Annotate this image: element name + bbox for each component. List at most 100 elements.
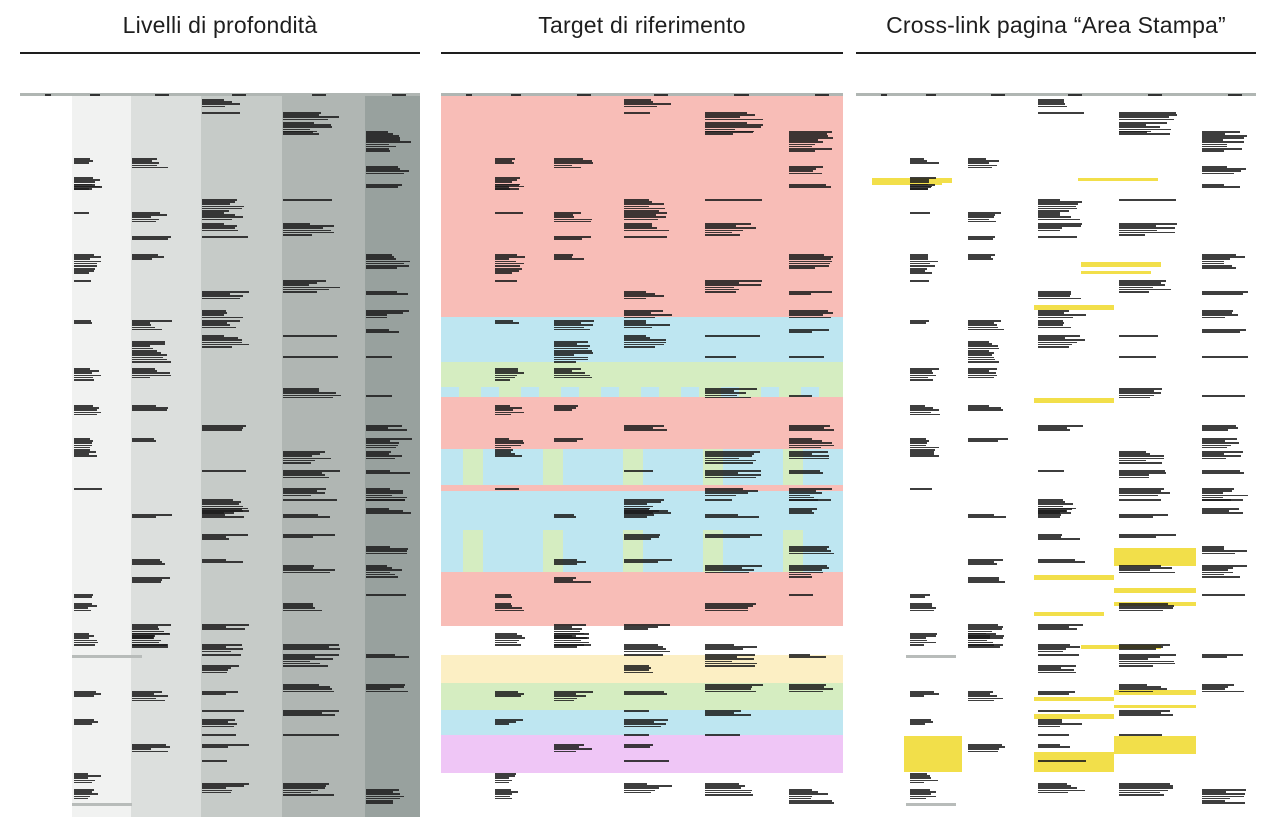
crosslink-highlight [1078,178,1158,181]
sitemap-entry-line [283,787,325,789]
sitemap-entry-line [132,356,163,359]
sitemap-entry-line [910,260,939,263]
sitemap-entry-line [553,216,574,218]
crosslink-highlight [872,182,942,185]
sitemap-entry-line [623,214,656,216]
sitemap-entry-line [366,186,398,188]
sitemap-entry-line [910,781,924,784]
sitemap-entry-line [74,795,90,798]
sitemap-entry-line [283,712,322,714]
sitemap-entry-line [623,210,659,212]
sitemap-entry-line [553,236,591,238]
sitemap-entry-line [1038,210,1070,212]
sitemap-entry-line [553,438,583,440]
sitemap-entry-line [910,644,925,646]
sitemap-entry-line [1038,223,1083,225]
sitemap-entry-line [283,451,325,453]
sitemap-entry-line [132,374,171,377]
sitemap-entry-line [910,609,935,612]
sitemap-entry-line [283,470,340,472]
sitemap-entry-line [553,164,572,167]
sitemap-entry-line [1202,455,1241,457]
panel-depth-levels: Livelli di profondità [20,0,420,829]
panel-target-audience: Target di riferimento [441,0,843,829]
sitemap-entry-line [495,639,520,642]
sitemap-entry-line [788,427,824,429]
sitemap-entry-line [132,438,154,440]
sitemap-entry-line [1119,470,1165,472]
sitemap-entry-line [366,565,387,567]
sitemap-entry-line [705,686,753,688]
sitemap-entry-line [1202,310,1233,312]
sitemap-entry-line [705,284,761,286]
sitemap-entry-line [623,501,662,503]
sitemap-entry-line [553,699,575,702]
sitemap-entry-line [202,291,249,293]
sitemap-entry-line [202,203,230,205]
sitemap-entry-line [1202,565,1248,567]
sitemap-entry-line [910,721,934,723]
sitemap-entry-line [623,322,647,324]
sitemap-entry-line [1202,510,1229,512]
sitemap-entry-line [1202,567,1233,569]
sitemap-entry-line [788,797,811,800]
sitemap-entry-line [968,256,991,258]
sitemap-entry-line [788,438,813,440]
sitemap-entry-line [132,372,171,374]
sitemap-entry-line [1038,512,1060,514]
sitemap-entry-line [1202,508,1239,510]
sitemap-entry-line [366,265,409,267]
sitemap-entry-line [623,316,656,319]
sitemap-entry-line [366,262,405,265]
sitemap-entry-line [283,472,322,474]
sitemap-entry-line [495,272,512,274]
sitemap-entry-line [788,550,831,552]
sitemap-entry-line [705,783,740,785]
sitemap-entry-line [74,372,93,374]
sitemap-entry-line [74,188,90,190]
sitemap-entry-line [202,297,241,300]
sitemap-entry-line [910,779,939,782]
sitemap-entry-line [283,335,338,337]
sitemap-entry-line [495,184,519,186]
sitemap-entry-line [788,186,831,188]
sitemap-entry-line [1038,229,1061,232]
sitemap-entry-line [366,797,401,800]
sitemap-entry-line [74,446,91,449]
target-stripe-blue [481,387,499,397]
sitemap-entry-line [366,133,394,135]
sitemap-entry-line [1202,684,1235,686]
sitemap-entry-line [623,212,668,214]
sitemap-entry-line [968,160,999,162]
sitemap-entry-line [553,370,572,372]
sitemap-entry-line [1119,394,1155,397]
sitemap-entry-line [788,791,819,793]
sitemap-entry-line [495,188,519,190]
sitemap-entry-line [74,407,100,409]
sitemap-entry-line [788,267,816,269]
sitemap-entry-line [283,714,336,716]
sitemap-entry-line [910,405,926,407]
sitemap-entry-line [705,710,742,712]
sitemap-entry-line [132,370,157,372]
sitemap-entry-line [202,429,242,431]
sitemap-entry-line [1202,548,1225,550]
depth-level-2-column [131,93,201,817]
sitemap-entry-line [553,158,583,160]
sitemap-entry-line [132,699,166,702]
sitemap-entry-line [968,368,997,370]
sitemap-entry-line [1038,501,1066,503]
sitemap-entry-line [553,626,572,628]
sitemap-entry-line [788,139,819,141]
sitemap-entry-line [495,644,521,646]
sitemap-entry-line [1038,499,1064,501]
sitemap-entry-line [968,345,998,347]
sitemap-entry-line [788,150,816,152]
sitemap-entry-line [553,581,592,583]
sitemap-entry-line [366,800,393,802]
sitemap-entry-line [705,124,763,126]
sitemap-entry-line [788,499,819,501]
sitemap-entry-line [495,158,515,160]
sitemap-entry-line [623,534,660,536]
sitemap-entry-line [495,438,510,440]
